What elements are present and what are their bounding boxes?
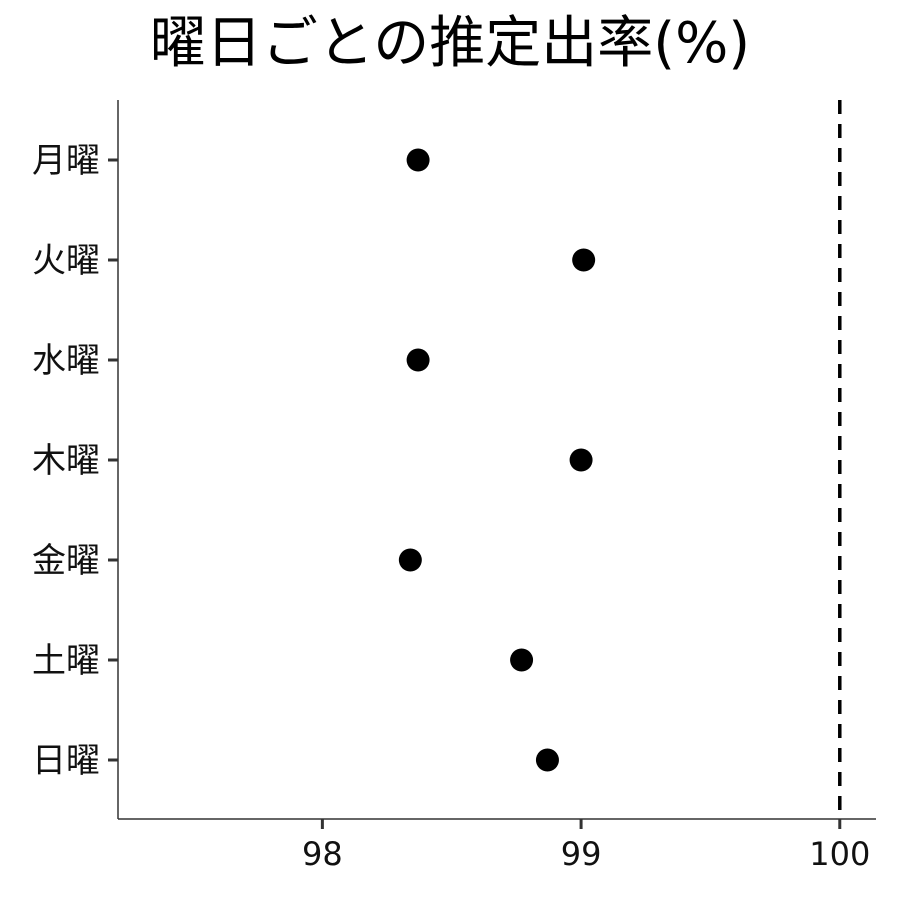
y-tick-label: 金曜	[32, 541, 100, 581]
y-tick-label: 水曜	[32, 341, 100, 381]
x-tick-label: 100	[809, 835, 870, 873]
data-point	[406, 148, 430, 172]
y-tick-label: 月曜	[32, 141, 100, 181]
axes	[117, 100, 876, 820]
data-point	[406, 348, 430, 372]
x-tick-label: 98	[302, 835, 343, 873]
data-point	[510, 648, 534, 672]
data-point	[572, 248, 596, 272]
data-point	[569, 448, 593, 472]
x-tick-label: 99	[561, 835, 602, 873]
chart-title: 曜日ごとの推定出率(%)	[149, 11, 751, 76]
data-point	[398, 548, 422, 572]
y-tick-label: 日曜	[32, 741, 100, 781]
y-tick-label: 火曜	[32, 241, 100, 281]
data-points	[398, 148, 596, 772]
y-tick-label: 木曜	[32, 441, 100, 481]
y-tick-label: 土曜	[32, 641, 100, 681]
x-axis-ticks: 98 99 100	[302, 819, 870, 873]
data-point	[535, 748, 559, 772]
